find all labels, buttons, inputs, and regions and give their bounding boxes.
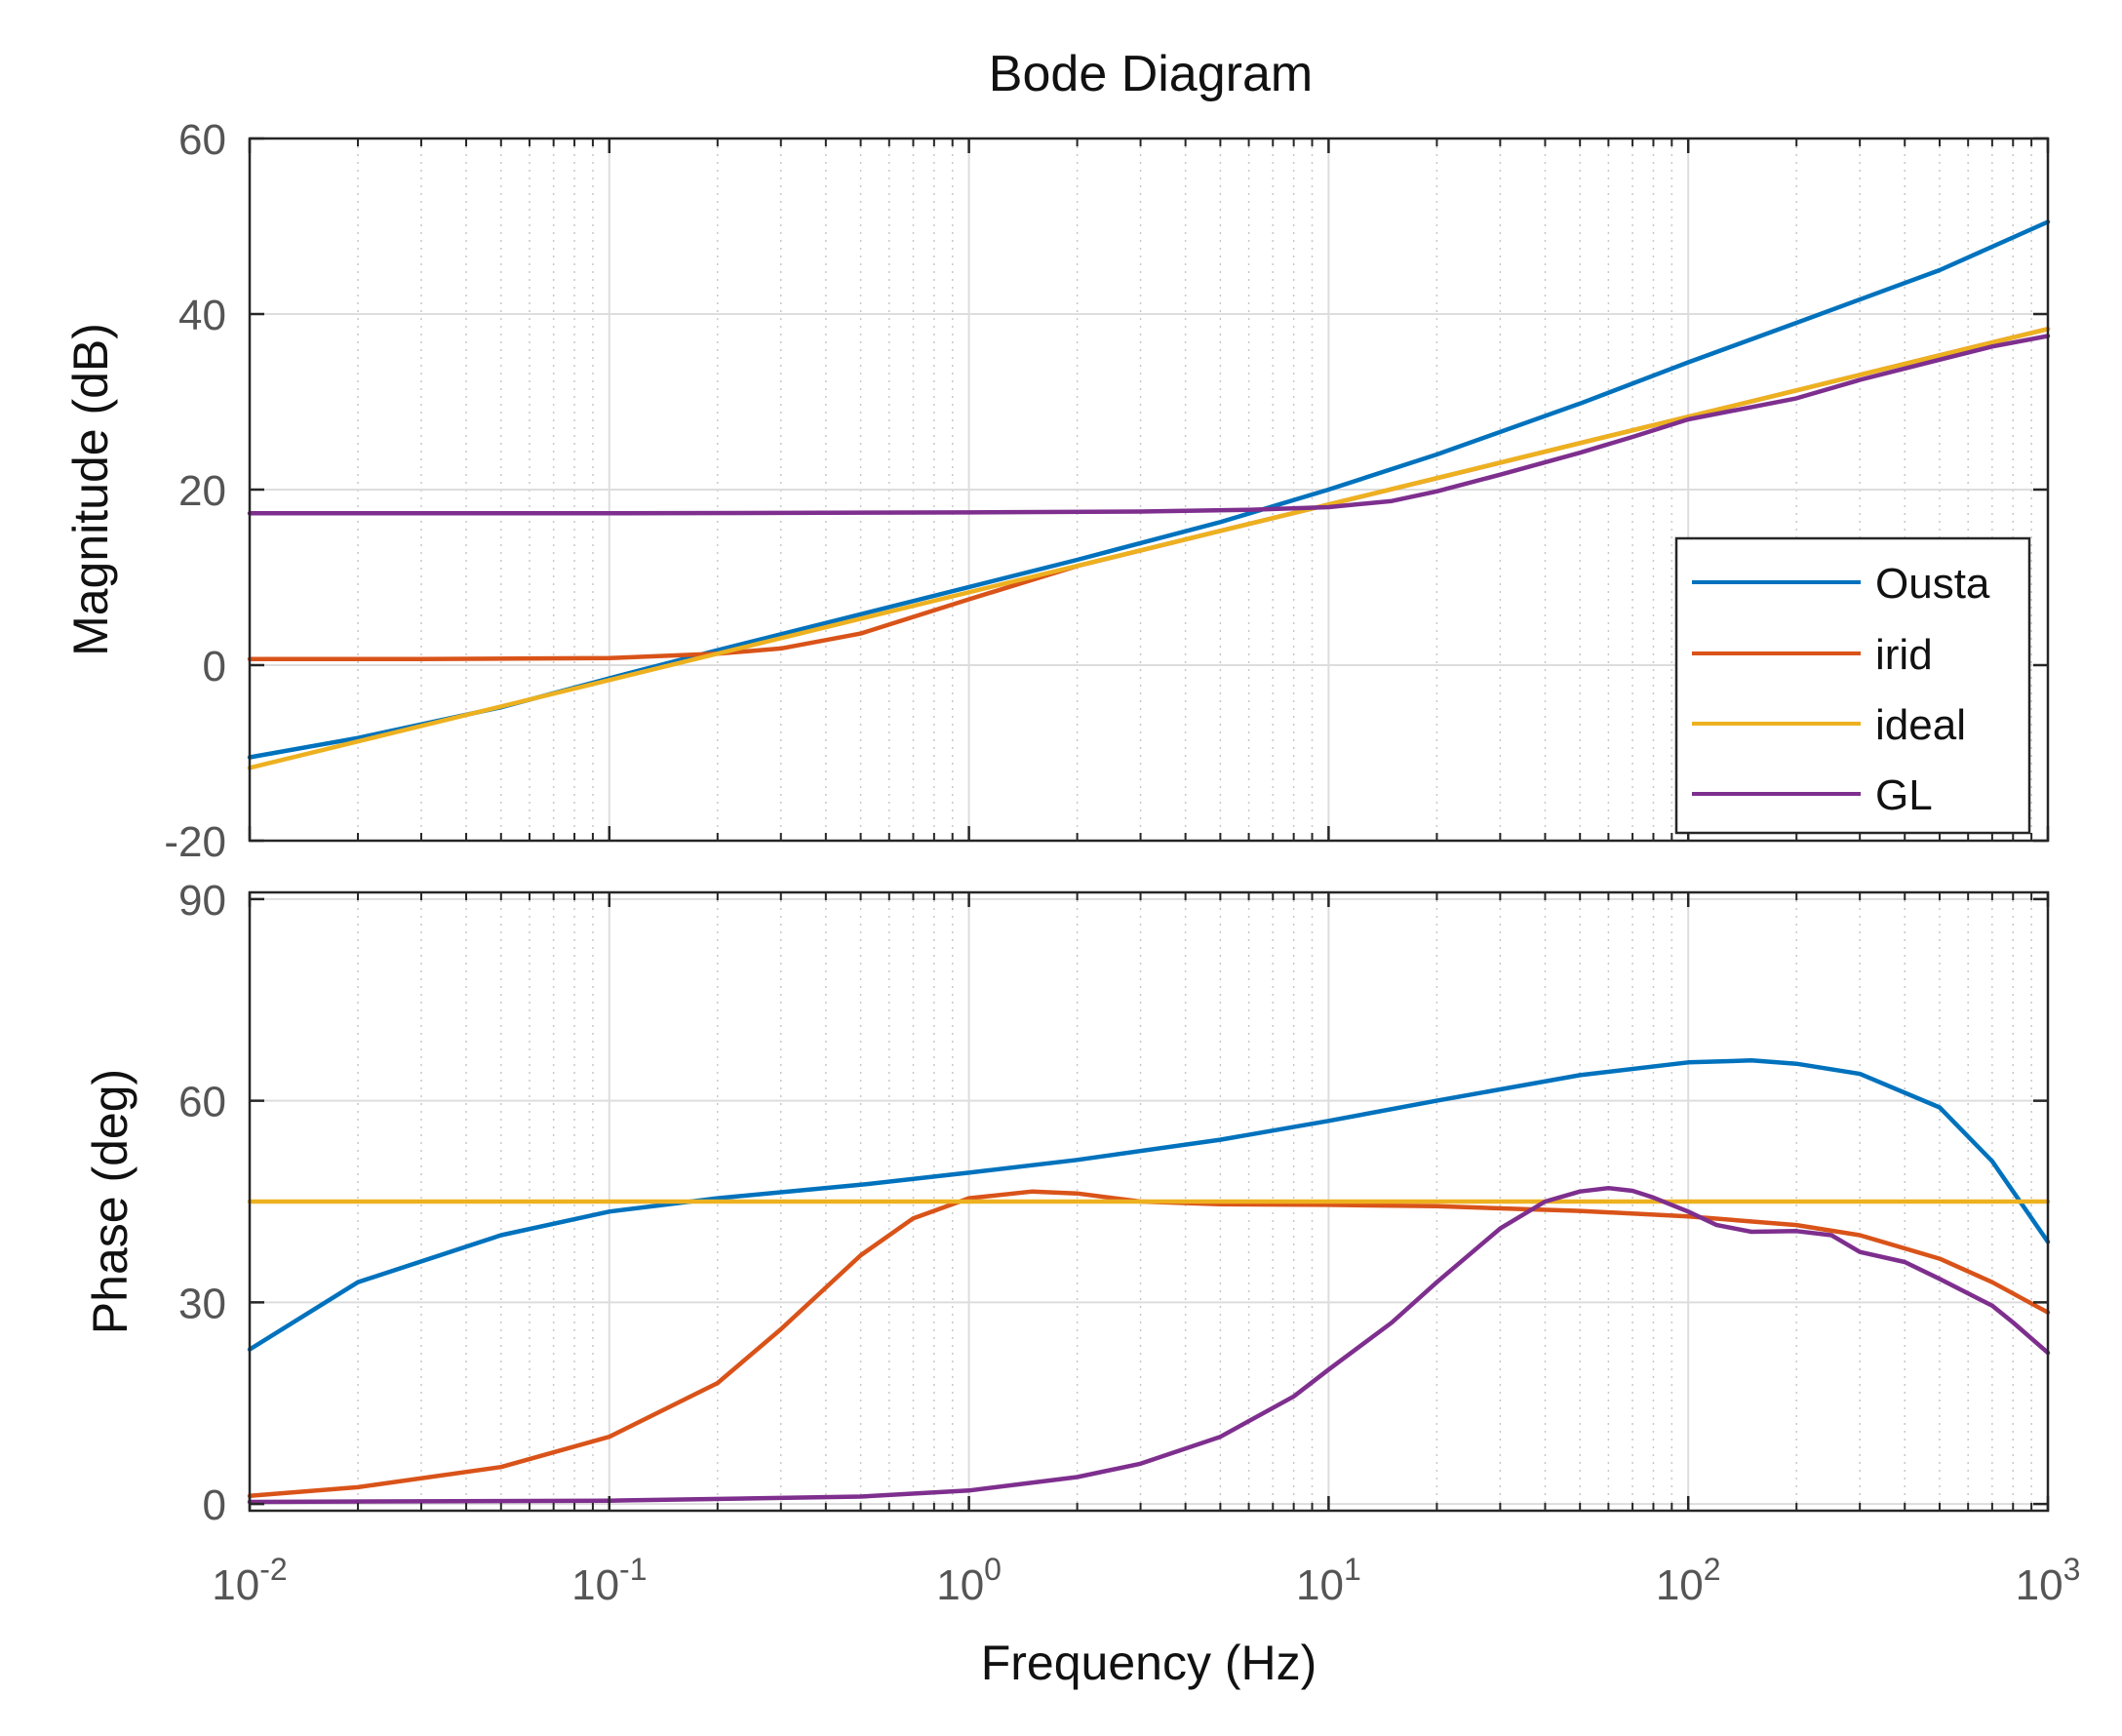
legend-item-ideal: ideal	[1692, 701, 1966, 749]
x-axis-label: Frequency (Hz)	[981, 1636, 1317, 1690]
legend-item-ousta: Ousta	[1692, 560, 1990, 608]
magnitude-ylabel: Magnitude (dB)	[63, 323, 118, 656]
chart-title: Bode Diagram	[989, 46, 1313, 102]
magnitude-line-gl	[247, 334, 2051, 516]
svg-text:GL: GL	[1875, 771, 1933, 819]
phase-ticks: 0 30 60 90	[178, 877, 2050, 1529]
magnitude-ytick-label: 40	[178, 292, 226, 339]
x-tick-label: 101	[1296, 1552, 1361, 1609]
magnitude-lines	[247, 219, 2051, 770]
magnitude-ytick-label: 60	[178, 116, 226, 164]
x-tick-label: 10-2	[212, 1552, 287, 1609]
phase-lines	[247, 1058, 2051, 1505]
x-tick-label: 103	[2016, 1552, 2081, 1609]
phase-ytick-label: 30	[178, 1280, 226, 1327]
phase-grid	[249, 892, 2049, 1511]
x-tick-label: 10-1	[571, 1552, 647, 1609]
magnitude-ytick-label: -20	[164, 818, 226, 866]
x-tick-label: 100	[936, 1552, 1002, 1609]
phase-line-irid	[247, 1189, 2051, 1499]
phase-ylabel: Phase (deg)	[83, 1069, 138, 1334]
phase-ytick-label: 0	[203, 1481, 226, 1529]
phase-line-gl	[247, 1185, 2051, 1505]
magnitude-ytick-label: 20	[178, 467, 226, 515]
magnitude-ticks: -20 0 20 40 60	[164, 116, 2050, 866]
svg-text:ideal: ideal	[1875, 701, 1966, 749]
x-tick-labels: 10-2 10-1 100 101 102 103	[212, 1552, 2080, 1609]
svg-text:irid: irid	[1875, 631, 1933, 679]
x-tick-label: 102	[1656, 1552, 1721, 1609]
legend: Ousta irid ideal GL	[1674, 536, 2031, 835]
legend-item-gl: GL	[1692, 771, 1933, 819]
magnitude-axes: -20 0 20 40 60 Magnitude (dB) Ousta irid ide…	[63, 116, 2051, 866]
phase-ytick-label: 90	[178, 877, 226, 925]
legend-item-irid: irid	[1692, 631, 1933, 679]
phase-line-ousta	[247, 1058, 2051, 1352]
magnitude-ytick-label: 0	[203, 643, 226, 690]
svg-text:Ousta: Ousta	[1875, 560, 1990, 608]
phase-axes: 0 30 60 90 Phase (deg)	[83, 877, 2051, 1529]
phase-ytick-label: 60	[178, 1079, 226, 1126]
magnitude-line-ideal	[247, 327, 2051, 770]
